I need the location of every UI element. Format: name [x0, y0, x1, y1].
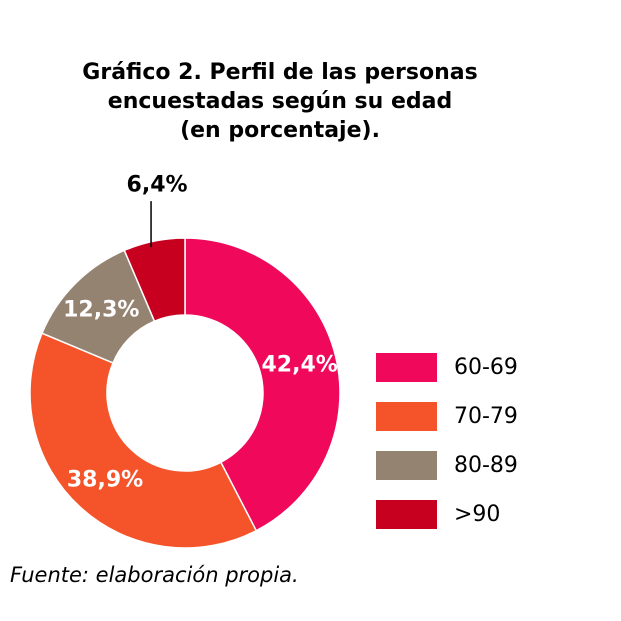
- legend-swatch-8089: [376, 451, 437, 480]
- chart-title-line-2: encuestadas según su edad: [107, 89, 453, 114]
- data-label-8089: 12,3%: [63, 297, 139, 322]
- data-label-7079: 38,9%: [67, 467, 143, 492]
- legend-label-8089: 80-89: [454, 453, 518, 478]
- slice-6069: [184, 237, 341, 532]
- data-labels: 42,4% 38,9% 12,3% 6,4%: [63, 173, 338, 493]
- chart-title-line-1: Gráfico 2. Perfil de las personas: [82, 60, 478, 85]
- legend-swatch-6069: [376, 353, 437, 382]
- legend-label-7079: 70-79: [454, 404, 518, 429]
- legend-swatch-90: [376, 500, 437, 529]
- data-label-6069: 42,4%: [261, 353, 337, 378]
- legend-swatch-7079: [376, 402, 437, 431]
- slice-7079: [29, 332, 258, 549]
- data-label-90: 6,4%: [127, 173, 188, 198]
- slice-90: [123, 237, 186, 323]
- legend-label-6069: 60-69: [454, 355, 518, 380]
- chart-title: Gráfico 2. Perfil de las personas encues…: [0, 58, 560, 145]
- chart-title-line-3: (en porcentaje).: [180, 118, 380, 143]
- source-note: Fuente: elaboración propia.: [10, 563, 299, 587]
- legend-label-90: >90: [454, 502, 500, 527]
- donut-slices: [29, 237, 341, 549]
- legend: 60-69 70-79 80-89 >90: [376, 353, 518, 529]
